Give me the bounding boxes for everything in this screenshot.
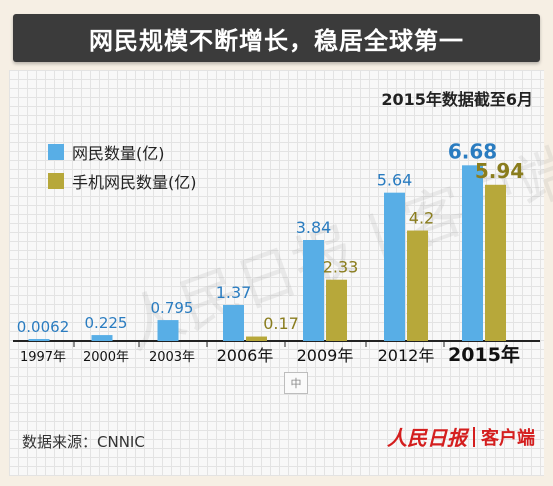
x-tick-label: 2009年 [297,346,354,365]
data-label-mobile: 4.2 [409,209,434,228]
x-tick-label: 2003年 [149,350,195,365]
brand-logo: 人民日报 客户端 [387,422,535,451]
bar-internet [223,304,244,341]
data-label-mobile: 5.94 [475,159,524,183]
brand-divider [473,426,475,447]
page-title: 网民规模不断增长，稳居全球第一 [13,14,540,62]
bar-internet [91,335,113,341]
legend-label-mobile: 手机网民数量(亿) [72,173,197,192]
bar-mobile [246,336,267,341]
data-label-mobile: 0.17 [263,314,299,333]
legend-swatch-internet [48,144,64,160]
data-label-internet: 6.68 [448,139,497,163]
bar-mobile [485,184,506,341]
bar-internet [303,240,324,341]
brand-name: 客户端 [481,427,535,449]
data-label-internet: 5.64 [377,171,413,190]
chart-panel [9,70,544,476]
brand-logo-text: 人民日报 [387,426,467,450]
data-label-internet: 3.84 [296,218,332,237]
data-label-mobile: 2.33 [323,258,359,277]
bar-mobile [326,279,347,341]
legend-label-internet: 网民数量(亿) [72,144,165,163]
legend-item-internet: 网民数量(亿) [48,140,165,164]
data-label-internet: 0.225 [85,314,128,332]
bar-mobile [407,230,428,341]
data-note: 2015年数据截至6月 [381,90,533,109]
x-tick-label: 2012年 [378,346,435,365]
legend-swatch-mobile [48,173,64,189]
data-label-internet: 0.0062 [17,318,70,336]
x-tick-label: 2015年 [448,343,520,366]
x-tick-label: 1997年 [20,350,66,365]
bar-internet [28,339,50,341]
zoom-button[interactable]: 中 [284,372,308,394]
legend-item-mobile: 手机网民数量(亿) [48,169,197,193]
bar-internet [157,320,179,341]
data-label-internet: 0.795 [151,299,194,317]
data-label-internet: 1.37 [216,283,252,302]
bar-internet [462,165,483,341]
x-tick-label: 2000年 [83,350,129,365]
bar-internet [384,192,405,341]
x-tick-label: 2006年 [217,346,274,365]
source-note: 数据来源：CNNIC [22,433,145,451]
